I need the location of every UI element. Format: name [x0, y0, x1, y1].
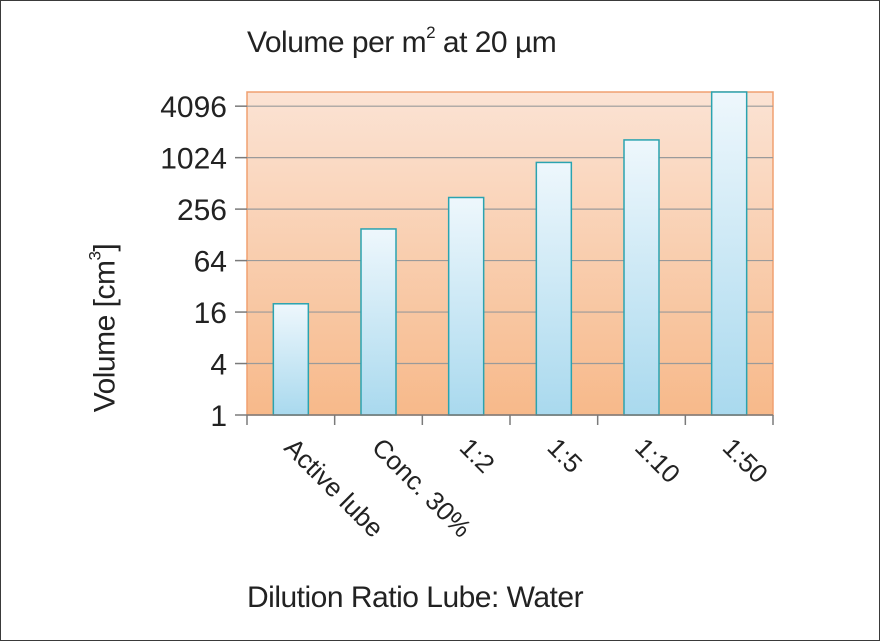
gridlines [247, 105, 773, 365]
y-tick-label: 16 [194, 297, 227, 330]
bar [447, 196, 485, 416]
bar [623, 139, 660, 416]
y-tick-label: 4096 [160, 91, 227, 124]
x-tick-label: 1:10 [629, 432, 686, 489]
y-tick-label: 256 [177, 194, 227, 227]
x-tick-label: 1:2 [454, 432, 501, 479]
y-tick-label: 1024 [160, 143, 227, 176]
axes [235, 105, 774, 425]
x-tick-label: 1:50 [717, 432, 774, 489]
x-axis-label: Dilution Ratio Lube: Water [247, 581, 584, 614]
x-tick-label: 1:5 [542, 432, 589, 479]
y-tick-label: 64 [194, 246, 227, 279]
y-tick-label: 4 [210, 349, 227, 382]
bar [360, 228, 397, 416]
bar [535, 161, 573, 416]
bar [710, 91, 748, 416]
y-axis-label: Volume [cm3] [85, 243, 122, 413]
y-tick-label: 1 [210, 400, 227, 433]
bar [272, 303, 310, 416]
chart-title: Volume per m2 at 20 µm [247, 23, 557, 59]
plot-area [246, 91, 774, 416]
bars [272, 91, 748, 416]
